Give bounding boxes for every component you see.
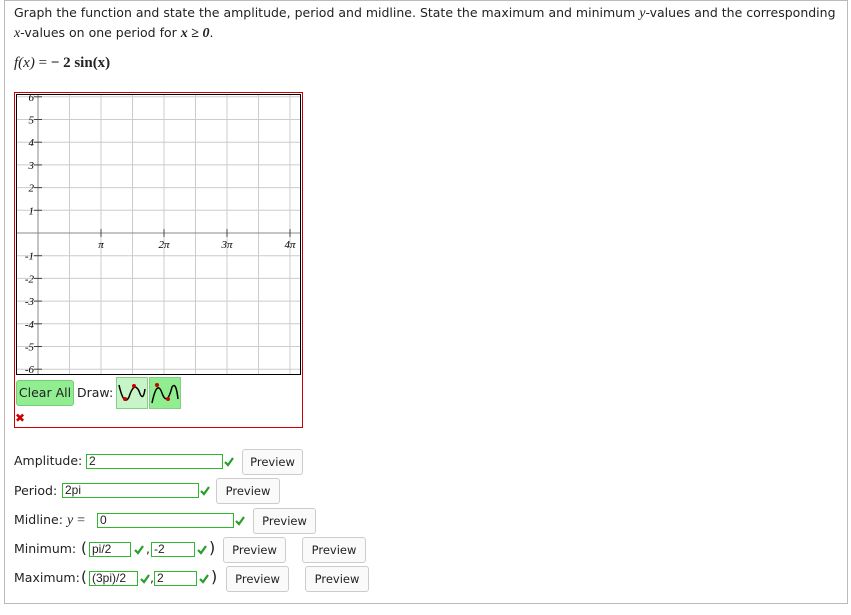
preview-button[interactable]: Preview [253, 508, 316, 534]
math: f(x) [14, 55, 35, 71]
period-label: Period: [14, 483, 58, 498]
graph-box [14, 92, 303, 428]
clear-all-button[interactable]: Clear All [16, 380, 74, 406]
y-tick-label: 6 [29, 94, 35, 104]
preview-button[interactable]: Preview [305, 566, 369, 592]
minimum-label: Minimum: [14, 541, 77, 556]
midline-input[interactable]: 0 [97, 513, 234, 528]
paren: ( [81, 568, 87, 586]
check-icon [224, 457, 234, 467]
check-icon [140, 574, 150, 584]
paren: ( [81, 539, 87, 557]
y-tick-label: -3 [25, 296, 35, 308]
question-text: Graph the function and state the amplitu… [14, 3, 839, 43]
text: . [209, 25, 214, 40]
preview-button[interactable]: Preview [216, 478, 280, 504]
error-icon: ✖ [15, 411, 26, 425]
y-tick-label: -2 [25, 273, 35, 285]
y-tick-label: -4 [25, 319, 35, 331]
text: -values on one period for [20, 25, 181, 40]
check-icon [134, 545, 144, 555]
maximum-y-input[interactable]: 2 [154, 571, 197, 586]
function: f(x) = − 2 sin(x) [14, 55, 110, 72]
math: y [66, 513, 74, 528]
graph-canvas[interactable]: 6 5 4 3 2 1 -1 -2 -3 -4 -5 -6 π 2π 3π 4π [16, 94, 301, 375]
preview-button[interactable]: Preview [242, 449, 303, 475]
text: Graph the function and state the amplitu… [14, 5, 640, 20]
y-tick-label: 1 [29, 205, 35, 217]
math: = [38, 55, 48, 71]
minimum-x-input[interactable]: pi/2 [89, 542, 131, 557]
preview-button[interactable]: Preview [223, 537, 286, 563]
text: Midline: [14, 512, 63, 527]
text: -values and the corresponding [645, 5, 836, 20]
draw-tools[interactable] [116, 377, 182, 409]
check-icon [197, 545, 207, 555]
x-tick-label: π [98, 239, 104, 251]
period-input[interactable]: 2pi [62, 483, 199, 498]
maximum-label: Maximum: [14, 570, 80, 585]
minimum-y-input[interactable]: -2 [151, 542, 195, 557]
comma: , [146, 541, 150, 556]
maximum-x-input[interactable]: (3pi)/2 [89, 571, 138, 586]
midline-label: Midline: y = [14, 512, 85, 529]
y-tick-label: -5 [25, 342, 35, 354]
y-tick-label: 5 [29, 115, 35, 127]
y-tick-label: 2 [29, 183, 35, 195]
x-tick-label: 3π [220, 239, 233, 251]
check-icon [235, 516, 245, 526]
check-icon [199, 574, 209, 584]
paren: ) [211, 567, 218, 586]
amplitude-label: Amplitude: [14, 453, 83, 468]
math: x [14, 26, 21, 41]
math: − 2 sin(x) [50, 55, 111, 71]
check-icon [200, 486, 210, 496]
draw-label: Draw: [77, 385, 114, 400]
y-tick-label: -1 [25, 251, 34, 263]
preview-button[interactable]: Preview [226, 566, 289, 592]
y-tick-label: 4 [29, 137, 35, 149]
paren: ) [209, 538, 216, 557]
math: = [77, 513, 86, 528]
math: x ≥ 0 [180, 26, 210, 41]
comma: , [150, 570, 154, 585]
amplitude-input[interactable]: 2 [86, 454, 223, 469]
x-tick-label: 2π [158, 239, 170, 251]
math: y [639, 6, 646, 21]
y-tick-label: 3 [28, 160, 35, 172]
y-tick-label: -6 [25, 364, 35, 375]
x-tick-label: 4π [284, 239, 296, 251]
question-box [4, 0, 848, 604]
preview-button[interactable]: Preview [302, 537, 366, 563]
